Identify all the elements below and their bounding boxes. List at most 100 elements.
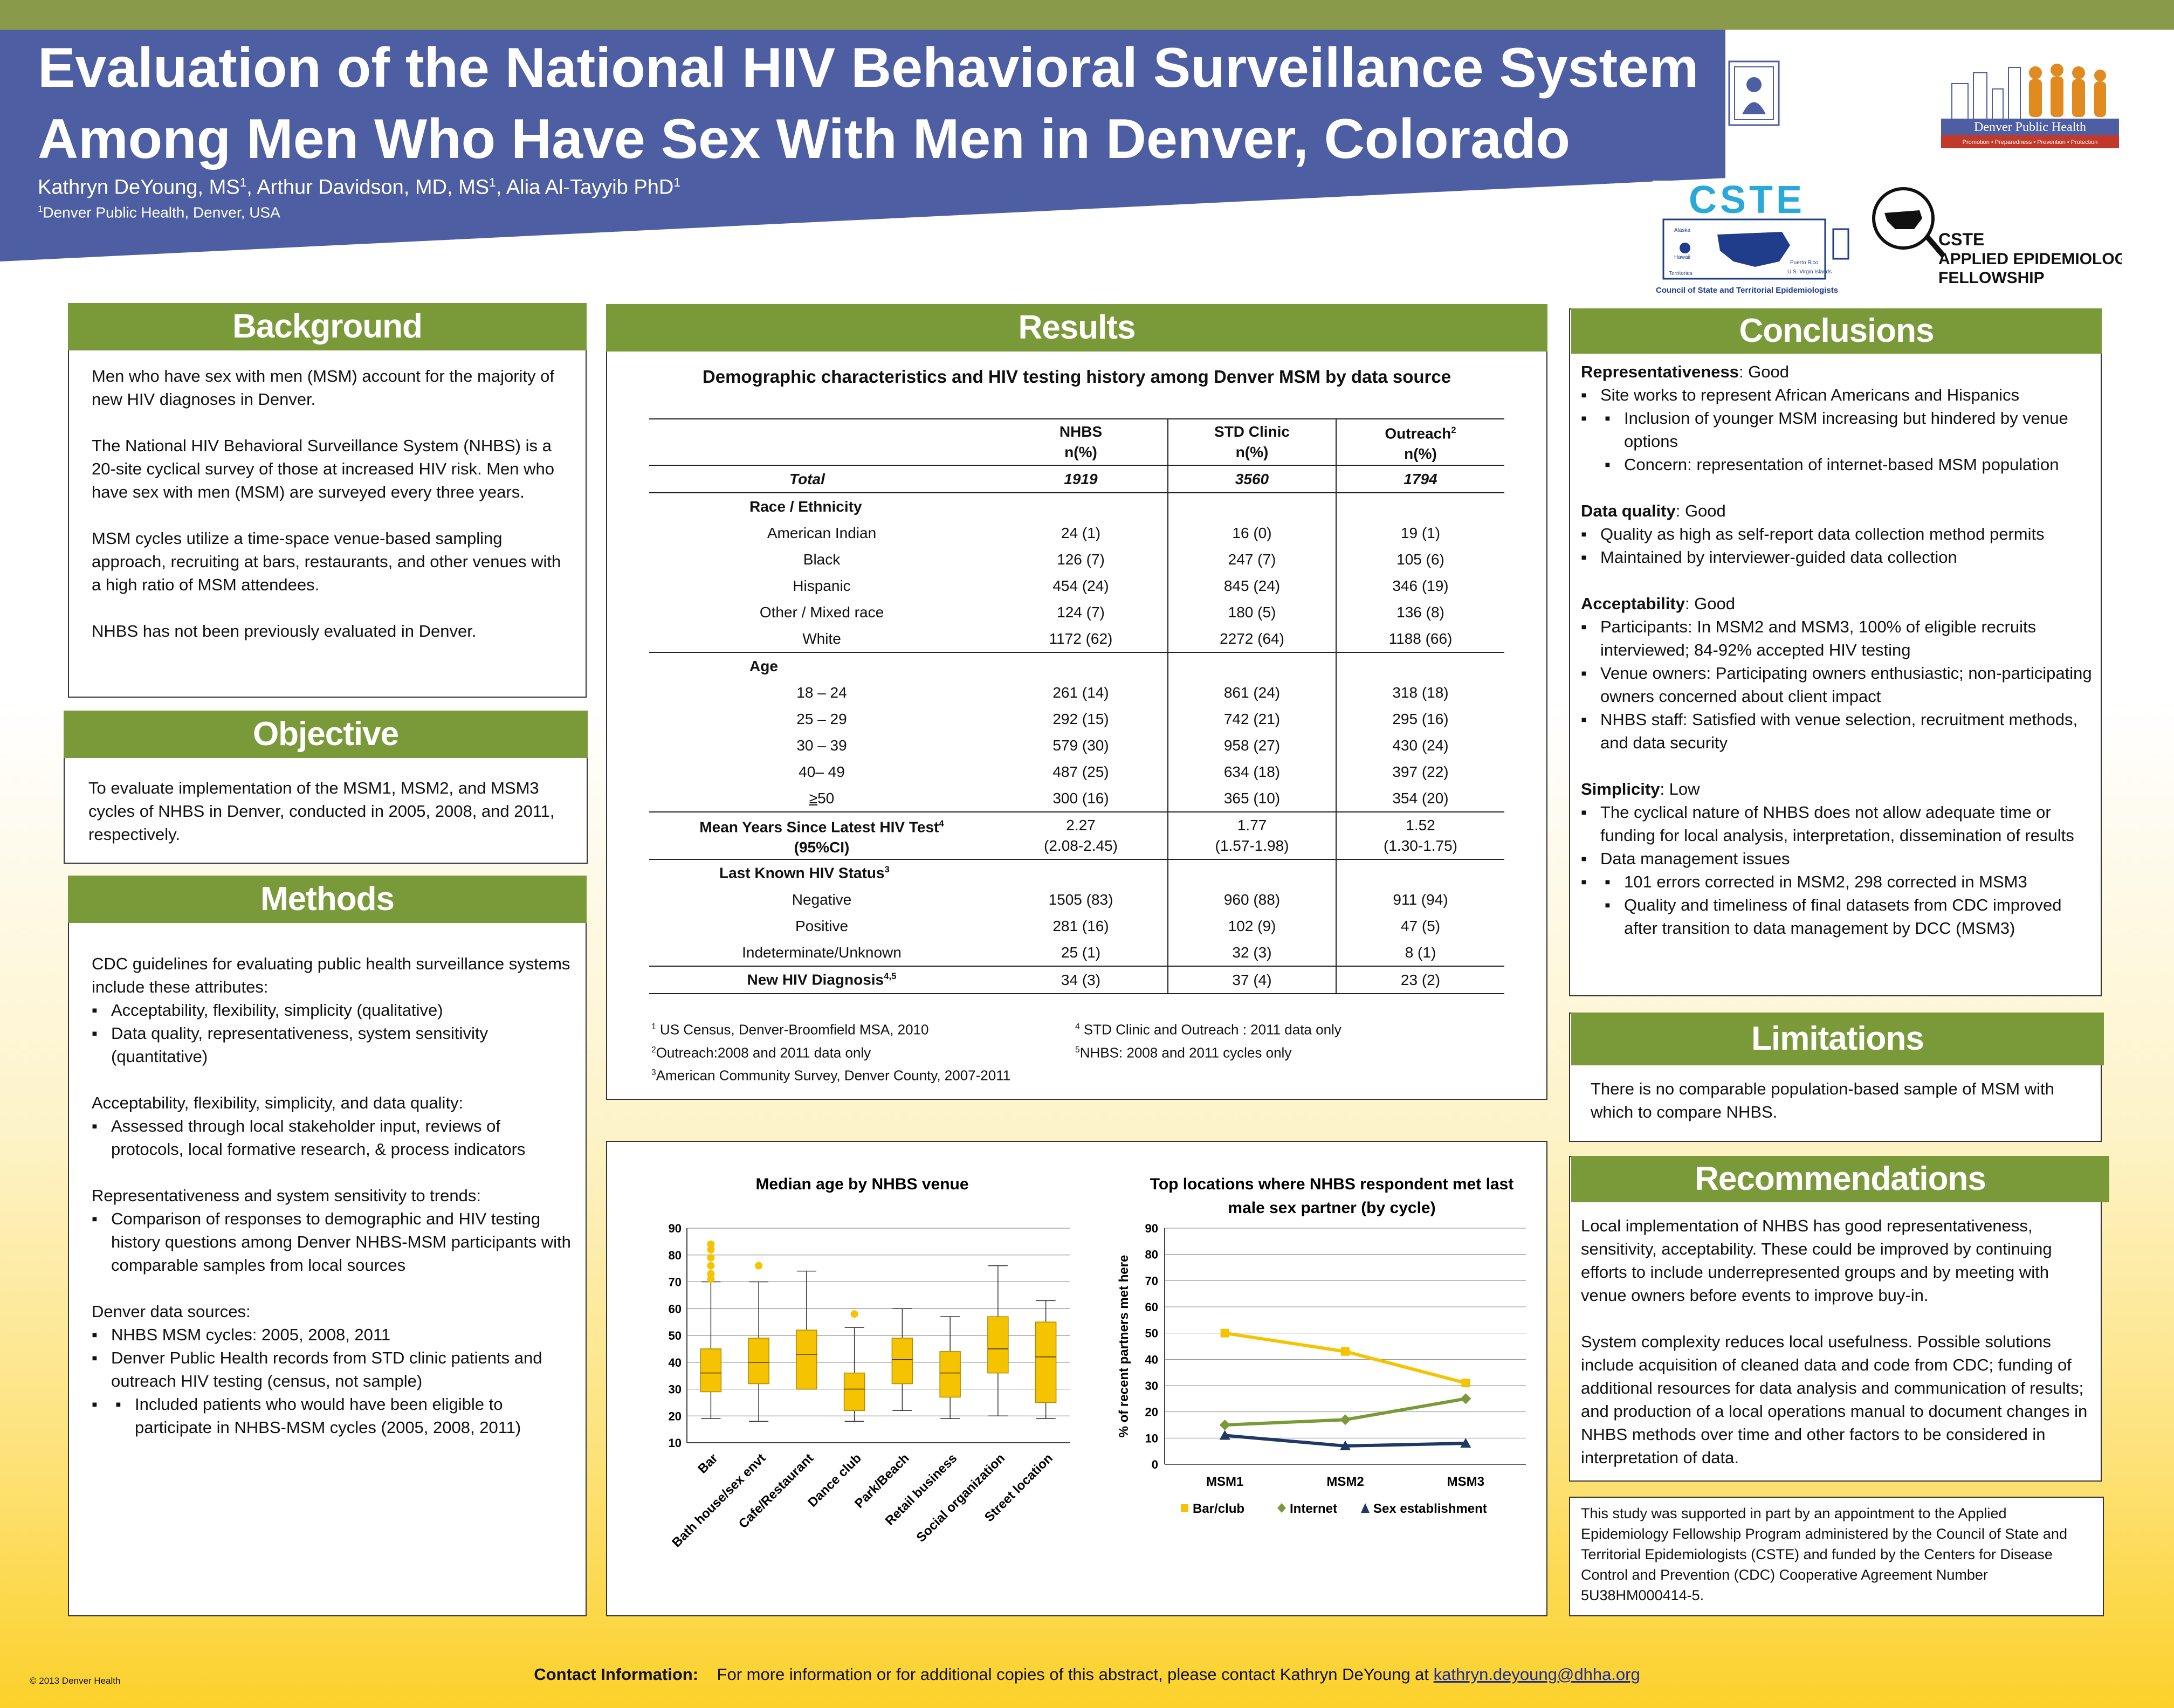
legend-label: Bar/club [1193, 1502, 1244, 1516]
y-tick-label: 60 [1145, 1300, 1158, 1314]
cell: 300 (16) [994, 785, 1168, 812]
y-tick-label: 10 [1145, 1431, 1158, 1445]
series-point [1341, 1347, 1350, 1356]
title-line-2: Among Men Who Have Sex With Men in Denve… [38, 108, 1571, 170]
methods-heading: Methods [68, 876, 587, 923]
sim-list: The cyclical nature of NHBS does not all… [1581, 801, 2099, 940]
cell: 1.77 [1237, 817, 1267, 834]
y-tick-label: 60 [669, 1302, 682, 1316]
results-heading: Results [606, 304, 1547, 352]
section-label: Race / Ethnicity [749, 498, 862, 515]
box-iqr [796, 1330, 817, 1390]
funding-panel [1569, 1497, 2104, 1616]
list-item: NHBS staff: Satisfied with venue selecti… [1581, 708, 2099, 754]
conclusion-label: Representativeness [1581, 362, 1739, 381]
title-line-1: Evaluation of the National HIV Behaviora… [38, 37, 1699, 99]
box-outlier [755, 1262, 763, 1270]
table-row: Age [649, 652, 1504, 679]
legend-marker [1277, 1503, 1286, 1513]
cell-label-text: Positive [795, 917, 849, 934]
cell: 8 (1) [1405, 943, 1436, 961]
col-header: NHBS [1059, 423, 1103, 440]
background-p4: NHBS has not been previously evaluated i… [92, 622, 477, 640]
chart-title-line2: male sex partner (by cycle) [1228, 1199, 1435, 1217]
table-row: Other / Mixed race 124 (7) 180 (5) 136 (8) [649, 599, 1504, 625]
legend-marker [1361, 1503, 1370, 1513]
contact-email-link[interactable]: kathryn.deyoung@dhha.org [1433, 1665, 1640, 1684]
list-item: Concern: representation of internet-base… [1605, 453, 2099, 476]
chart-title: Median age by NHBS venue [755, 1175, 968, 1193]
map-label: Territories [1669, 271, 1693, 277]
table-row: Hispanic 454 (24) 845 (24) 346 (19) [649, 573, 1504, 599]
author-3: , Alia Al-Tayyib PhD [496, 176, 674, 199]
map-label: Alaska [1674, 228, 1690, 233]
footnote: 3American Community Survey, Denver Count… [651, 1067, 1011, 1084]
y-tick-label: 30 [669, 1383, 682, 1396]
table-row: 18 – 24 261 (14) 861 (24) 318 (18) [649, 679, 1504, 706]
cell-label-text: Negative [792, 891, 852, 908]
series-point [1219, 1420, 1230, 1430]
box-iqr [987, 1316, 1009, 1374]
table-row: White 1172 (62) 2272 (64) 1188 (66) [649, 625, 1504, 652]
cell-label-text: Other / Mixed race [759, 603, 884, 621]
footnote: 2Outreach:2008 and 2011 data only [651, 1044, 871, 1061]
cell-label: 30 – 39 [649, 732, 994, 759]
list-item: Venue owners: Participating owners enthu… [1581, 662, 2099, 708]
cell-label: Black [649, 546, 994, 573]
list-item: Site works to represent African American… [1581, 383, 2099, 407]
author-2: , Arthur Davidson, MD, MS [246, 176, 490, 199]
objective-text: To evaluate implementation of the MSM1, … [88, 779, 555, 844]
list-item: Quality as high as self-report data coll… [1581, 522, 2099, 546]
cell: 318 (18) [1392, 684, 1449, 701]
cell-label-text: 18 – 24 [796, 684, 847, 701]
section-label: Age [749, 657, 778, 674]
series-line [1224, 1331, 1467, 1385]
cell-label: 40– 49 [649, 759, 994, 785]
conclusion-label: Data quality [1581, 501, 1676, 520]
cell: 742 (21) [1168, 706, 1337, 732]
cell: 397 (22) [1392, 763, 1449, 780]
cell-label-text: 30 – 39 [796, 736, 847, 754]
y-tick-label: 40 [669, 1356, 682, 1369]
series-point [1220, 1328, 1229, 1338]
list-item: Maintained by interviewer-guided data co… [1581, 546, 2099, 569]
cell: 1188 (66) [1388, 630, 1453, 647]
box-outlier [707, 1262, 715, 1270]
cell-label: 18 – 24 [649, 679, 994, 706]
cell: 634 (18) [1168, 759, 1337, 785]
contact-label: Contact Information: [534, 1665, 699, 1684]
cell: 845 (24) [1168, 573, 1337, 599]
cell: 861 (24) [1168, 679, 1337, 706]
y-tick-label: 90 [669, 1222, 682, 1235]
methods-sources-list: NHBS MSM cycles: 2005, 2008, 2011 Denver… [92, 1323, 572, 1439]
list-item: The cyclical nature of NHBS does not all… [1581, 801, 2099, 847]
background-p2: The National HIV Behavioral Surveillance… [92, 436, 555, 501]
table-row: Total 1919 3560 1794 [649, 465, 1504, 493]
author-1: Kathryn DeYoung, MS [38, 176, 240, 199]
methods-rep-heading: Representativeness and system sensitivit… [92, 1186, 481, 1205]
affiliation-text: Denver Public Health, Denver, USA [43, 204, 280, 221]
background-p1: Men who have sex with men (MSM) account … [92, 367, 554, 409]
cell: 37 (4) [1168, 966, 1337, 994]
y-tick-label: 70 [669, 1276, 682, 1289]
cell: 354 (20) [1392, 789, 1449, 807]
methods-aq-list: Assessed through local stakeholder input… [92, 1114, 572, 1161]
y-tick-label: 90 [1145, 1222, 1158, 1235]
top-accent-bar [0, 0, 2174, 30]
table-footnotes-left: 1 US Census, Denver-Broomfield MSA, 2010… [651, 1017, 1061, 1086]
cell-label: Indeterminate/Unknown [649, 939, 994, 966]
denver-health-logo: DENVER HEALTH Level One Care For ALL [1728, 60, 1906, 140]
cell-label: ≥50 [649, 785, 994, 812]
box-iqr [939, 1351, 961, 1398]
table-row: ≥50 300 (16) 365 (10) 354 (20) [649, 785, 1504, 812]
funding-text: This study was supported in part by an a… [1581, 1505, 2067, 1603]
map-label: U.S. Virgin Islands [1787, 269, 1832, 275]
acc-list: Participants: In MSM2 and MSM3, 100% of … [1581, 615, 2099, 754]
conclusion-label: Acceptability [1581, 594, 1685, 613]
cell-label: Total [789, 470, 825, 487]
cell: 102 (9) [1168, 913, 1337, 939]
cell: 2.27 [1066, 817, 1096, 834]
list-item-nested: 101 errors corrected in MSM2, 298 correc… [1581, 870, 2099, 940]
y-tick-label: 80 [669, 1249, 682, 1262]
conclusion-label: Simplicity [1581, 780, 1660, 798]
